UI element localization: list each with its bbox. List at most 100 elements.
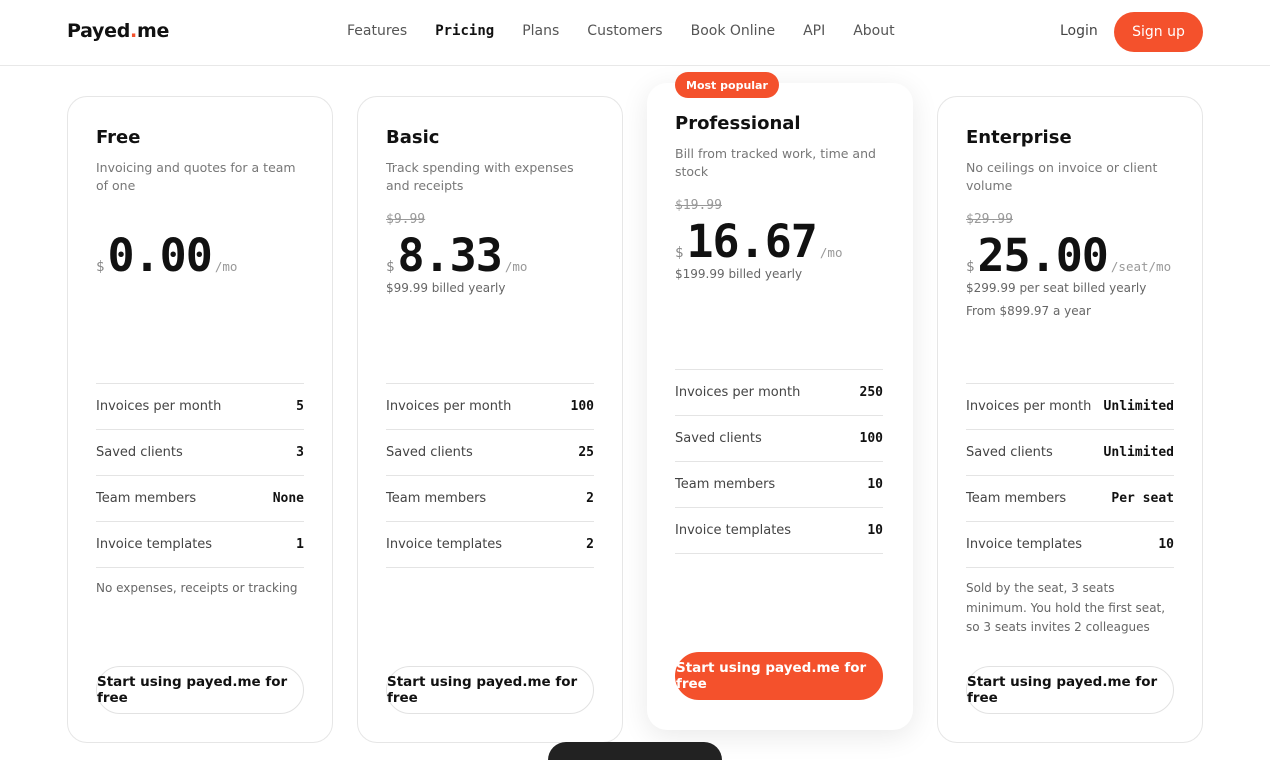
cta-button[interactable]: Start using payed.me for free <box>966 666 1174 714</box>
feature-label: Invoices per month <box>966 399 1092 414</box>
nav-link[interactable]: About <box>853 23 895 39</box>
plan-note: No expenses, receipts or tracking <box>96 581 298 595</box>
price-amount: 0.00 <box>107 229 212 282</box>
feature-label: Saved clients <box>96 445 183 460</box>
header: Payed.me Features Pricing Plans Customers Bo… <box>0 0 1270 66</box>
feature-value: Unlimited <box>1103 399 1174 414</box>
feature-value: 1 <box>296 537 304 552</box>
currency: $ <box>386 259 395 275</box>
plan-description: Bill from tracked work, time and stock <box>675 146 876 179</box>
nav-link[interactable]: API <box>803 23 826 39</box>
feature-value: 100 <box>859 431 883 446</box>
nav: Features Pricing Plans Customers Book Online… <box>347 23 923 39</box>
feature-label: Invoice templates <box>966 537 1083 552</box>
billing: $199.99 billed yearly <box>675 267 803 281</box>
feature-label: Invoices per month <box>675 385 801 400</box>
feature-value: 250 <box>859 385 883 400</box>
old-price: $9.99 <box>386 212 426 227</box>
price: $8.33/mo <box>386 229 527 282</box>
plan-card: Enterprise No ceilings on invoice or clie… <box>937 96 1203 743</box>
login[interactable]: Login <box>1060 23 1098 39</box>
feature-value: Per seat <box>1111 491 1174 506</box>
feature-label: Saved clients <box>386 445 473 460</box>
logo[interactable]: Payed.me <box>67 20 169 42</box>
price-amount: 16.67 <box>686 215 817 268</box>
feature-value: 100 <box>570 399 594 414</box>
feature-label: Team members <box>386 491 487 506</box>
billing: $99.99 billed yearly <box>386 281 506 295</box>
price-amount: 8.33 <box>397 229 502 282</box>
nav-link[interactable]: Plans <box>522 23 560 39</box>
price-unit: /seat/mo <box>1110 259 1172 274</box>
feature-label: Invoices per month <box>386 399 512 414</box>
features: Invoices per month 250 Saved clients 100 Tea… <box>675 369 883 554</box>
signup-button[interactable]: Sign up <box>1114 12 1203 52</box>
nav-link[interactable]: Book Online <box>690 23 776 39</box>
plan-description: Invoicing and quotes for a team of one <box>96 160 296 193</box>
feature-label: Invoice templates <box>675 523 792 538</box>
feature-row: Saved clients Unlimited <box>966 430 1174 476</box>
price: $16.67/mo <box>675 215 842 268</box>
nav-link[interactable]: Pricing <box>435 23 495 39</box>
logo-dot: . <box>130 20 137 42</box>
feature-value: 10 <box>1158 537 1174 552</box>
toolbar[interactable] <box>548 742 722 760</box>
billing: $299.99 per seat billed yearly <box>966 281 1147 295</box>
price: $0.00/mo <box>96 229 237 282</box>
cta-button[interactable]: Start using payed.me for free <box>96 666 304 714</box>
feature-row: Team members Per seat <box>966 476 1174 522</box>
feature-row: Saved clients 25 <box>386 430 594 476</box>
feature-row: Invoices per month Unlimited <box>966 384 1174 430</box>
feature-row: Saved clients 100 <box>675 416 883 462</box>
feature-row: Team members 10 <box>675 462 883 508</box>
cta-button[interactable]: Start using payed.me for free <box>386 666 594 714</box>
plan-description: Track spending with expenses and receipt… <box>386 160 574 193</box>
feature-value: 10 <box>867 523 883 538</box>
price-unit: /mo <box>504 259 528 274</box>
plan-description: No ceilings on invoice or client volume <box>966 160 1158 193</box>
price-unit: /mo <box>819 245 843 260</box>
price-unit: /mo <box>214 259 238 274</box>
plan-card: Basic Track spending with expenses and re… <box>357 96 623 743</box>
feature-row: Invoice templates 1 <box>96 522 304 568</box>
feature-value: None <box>272 491 304 506</box>
nav-link[interactable]: Customers <box>587 23 663 39</box>
currency: $ <box>96 259 105 275</box>
cta-button[interactable]: Start using payed.me for free <box>675 652 883 700</box>
logo-name: Payed <box>67 20 131 42</box>
feature-label: Saved clients <box>966 445 1053 460</box>
plan-card: Free Invoicing and quotes for a team of o… <box>67 96 333 743</box>
features: Invoices per month 100 Saved clients 25 Team… <box>386 383 594 568</box>
feature-row: Team members None <box>96 476 304 522</box>
feature-row: Invoice templates 10 <box>675 508 883 554</box>
feature-row: Invoices per month 5 <box>96 384 304 430</box>
plan-name: Professional <box>675 113 801 134</box>
feature-label: Team members <box>96 491 197 506</box>
feature-row: Invoices per month 100 <box>386 384 594 430</box>
plan-name: Basic <box>386 127 440 148</box>
currency: $ <box>675 245 684 261</box>
feature-label: Invoices per month <box>96 399 222 414</box>
plan-name: Enterprise <box>966 127 1072 148</box>
feature-row: Saved clients 3 <box>96 430 304 476</box>
feature-row: Team members 2 <box>386 476 594 522</box>
feature-label: Team members <box>675 477 776 492</box>
old-price: $29.99 <box>966 212 1013 227</box>
currency: $ <box>966 259 975 275</box>
features: Invoices per month 5 Saved clients 3 Team me… <box>96 383 304 568</box>
nav-link[interactable]: Features <box>347 23 408 39</box>
features: Invoices per month Unlimited Saved clients… <box>966 383 1174 568</box>
price: $25.00/seat/mo <box>966 229 1171 282</box>
badge: Most popular <box>675 72 779 98</box>
feature-value: 10 <box>867 477 883 492</box>
feature-label: Invoice templates <box>386 537 503 552</box>
feature-value: 2 <box>586 537 594 552</box>
old-price: $19.99 <box>675 198 722 213</box>
plan-note: Sold by the seat, 3 seats minimum. You h… <box>966 581 1166 634</box>
feature-row: Invoices per month 250 <box>675 370 883 416</box>
feature-value: 5 <box>296 399 304 414</box>
feature-value: 25 <box>578 445 594 460</box>
feature-label: Team members <box>966 491 1067 506</box>
plan-card: Most popular Professional Bill from tracke… <box>647 72 913 730</box>
